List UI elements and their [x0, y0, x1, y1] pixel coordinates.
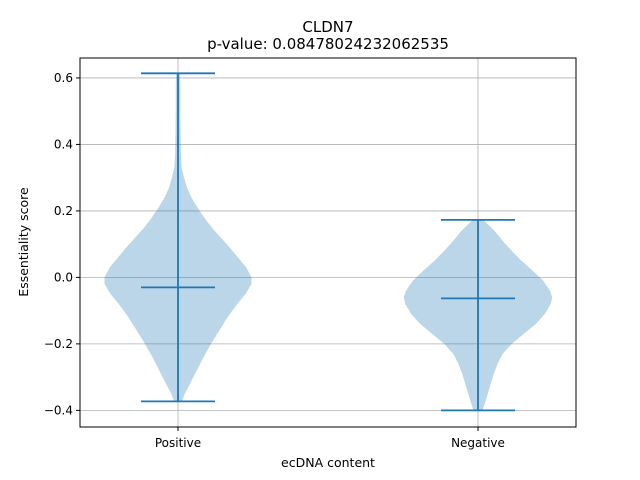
- plot-frame: [79, 57, 577, 428]
- y-tick-label: −0.2: [44, 337, 73, 351]
- chart-subtitle: p-value: 0.08478024232062535: [207, 35, 449, 53]
- y-tick-label: 0.4: [54, 137, 73, 151]
- x-tick-label: Positive: [155, 436, 201, 450]
- y-axis-label: Essentiality score: [16, 187, 31, 297]
- y-tick-label: −0.4: [44, 403, 73, 417]
- violins: [104, 72, 553, 412]
- x-axis-label: ecDNA content: [281, 455, 375, 470]
- x-tick-label: Negative: [451, 436, 505, 450]
- y-tick-label: 0.0: [54, 270, 73, 284]
- chart-title: CLDN7: [302, 18, 353, 36]
- y-tick-label: 0.2: [54, 204, 73, 218]
- axis-ticks: −0.4 −0.2 0.0 0.2 0.4 0.6 Positive Negative: [44, 71, 505, 450]
- y-tick-label: 0.6: [54, 71, 73, 85]
